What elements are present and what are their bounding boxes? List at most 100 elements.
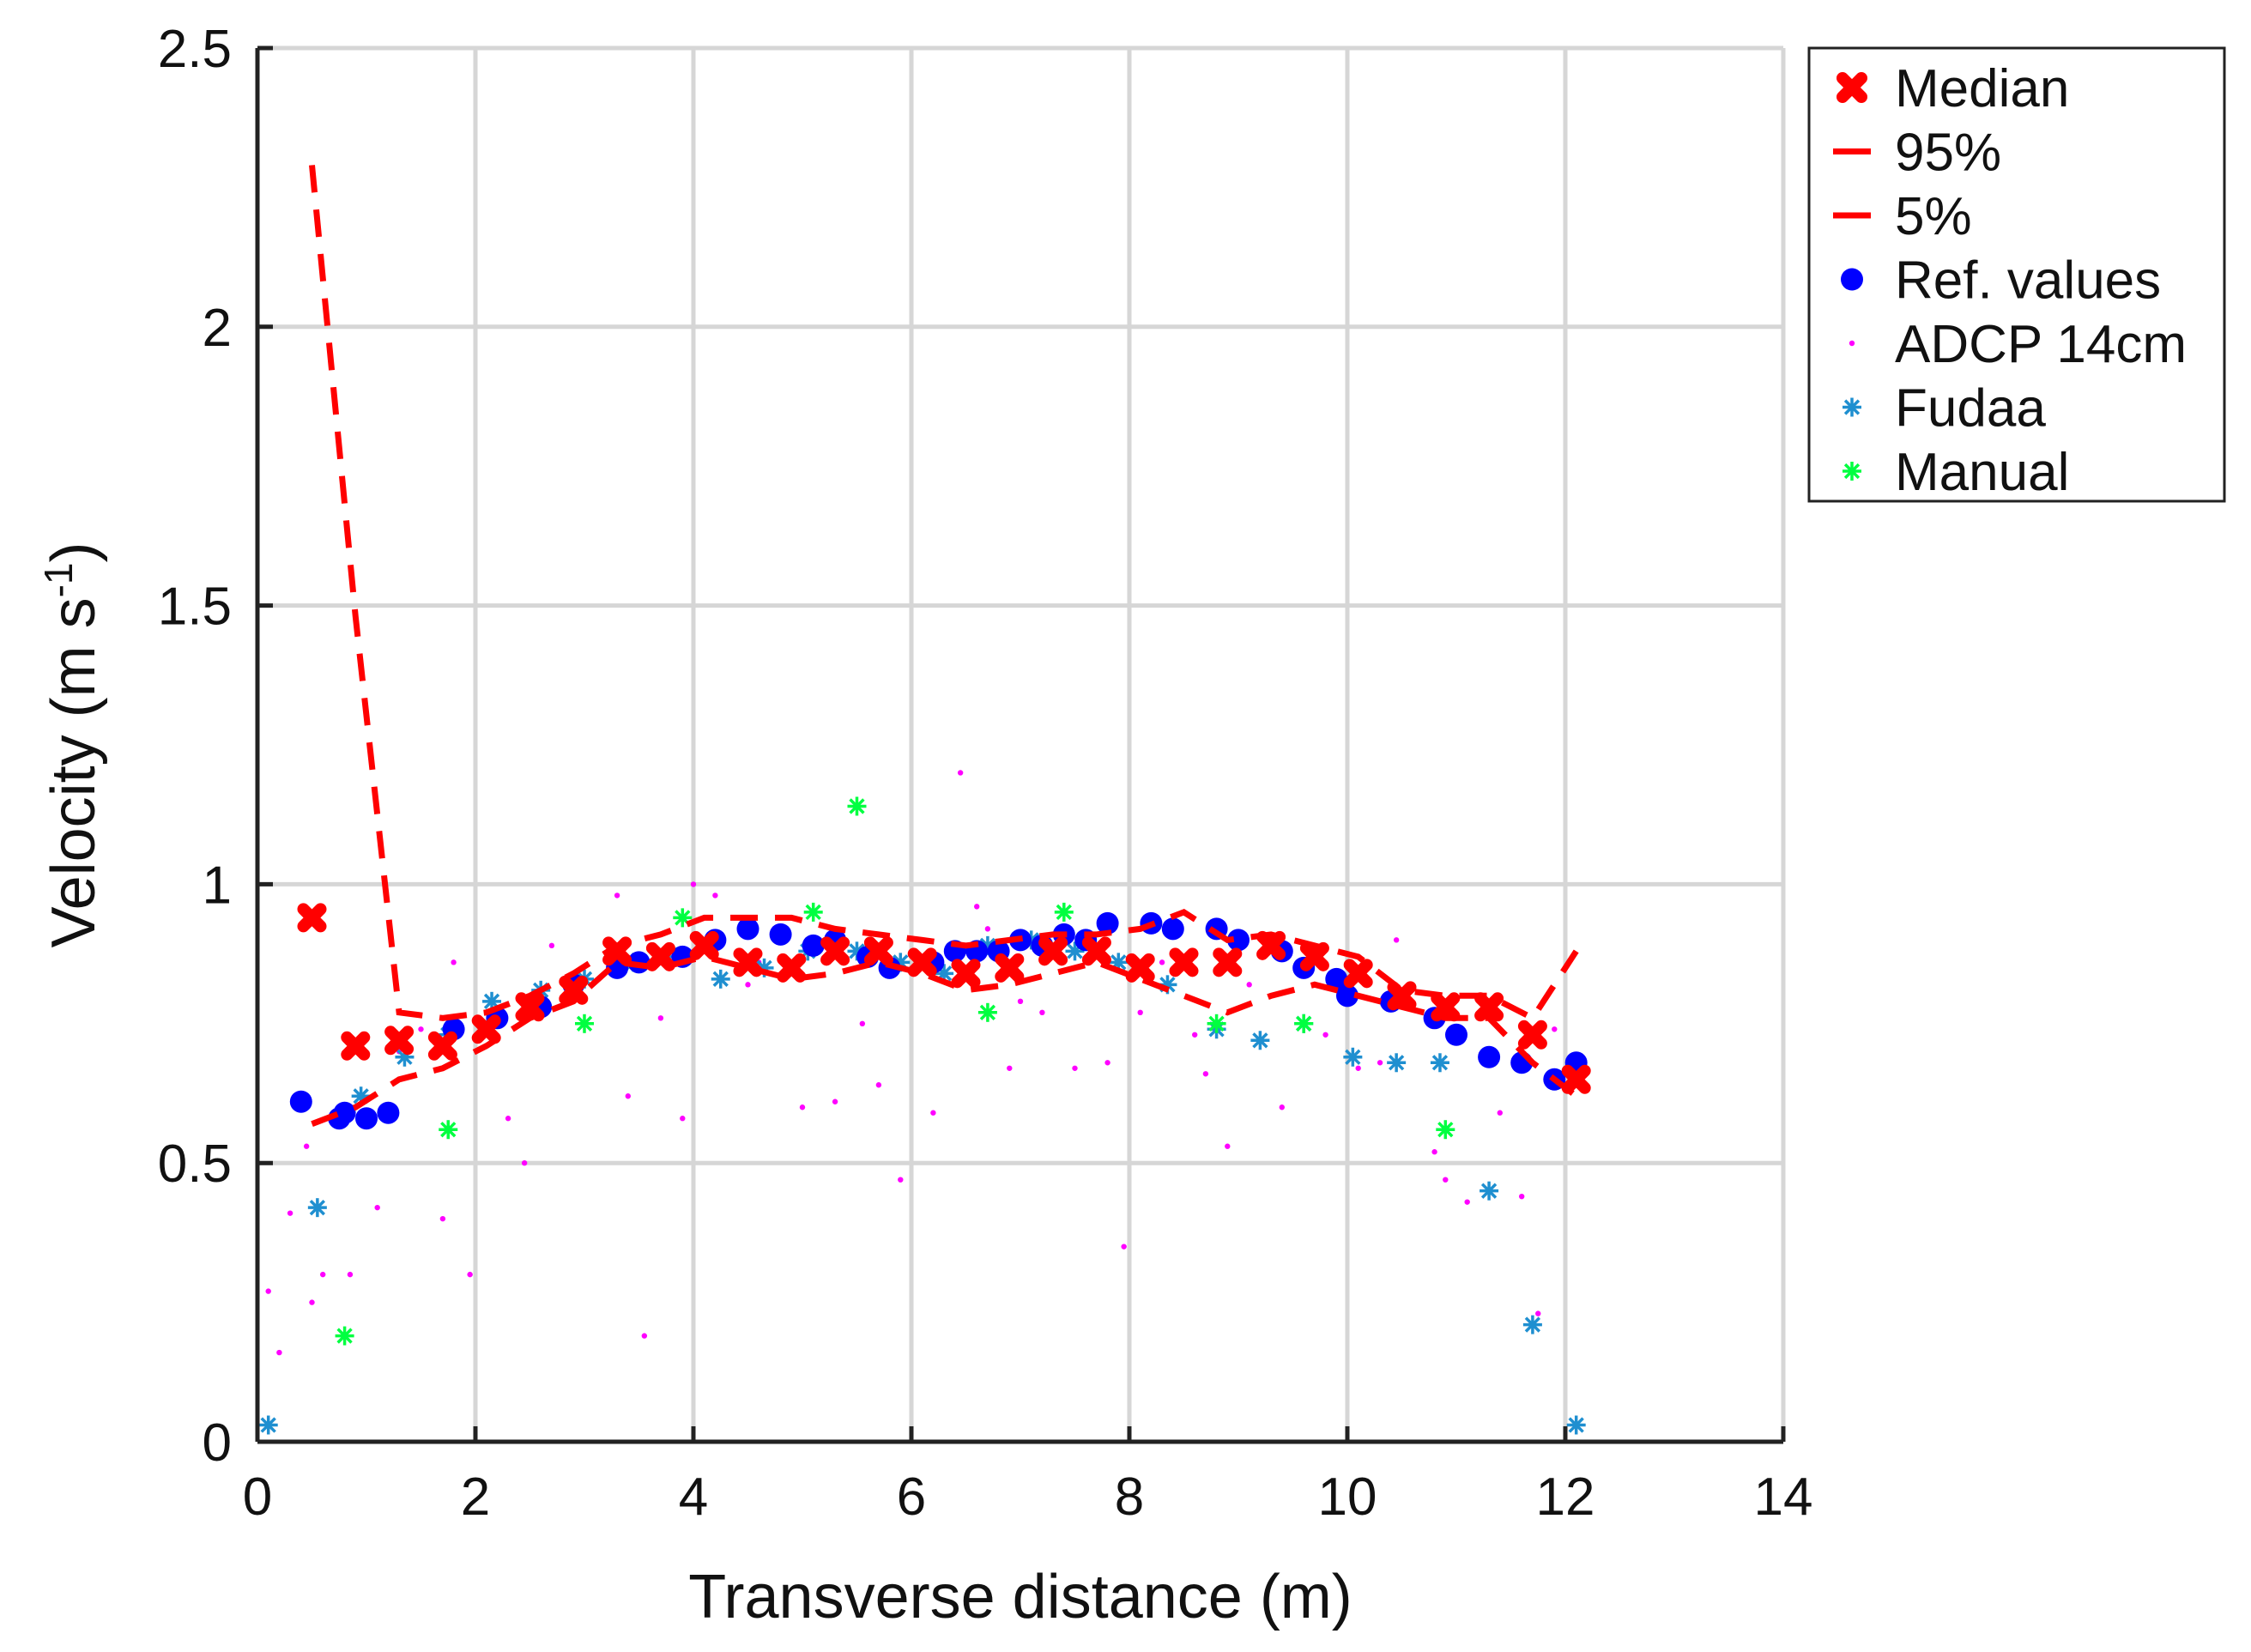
median-point [1561,1064,1591,1094]
legend-label-median: Median [1895,59,2069,118]
adcp-point [1322,1032,1328,1038]
ref-point [1478,1045,1501,1068]
median-point [1517,1020,1547,1050]
median-point [1343,959,1373,989]
adcp-point [1393,937,1400,943]
y-axis-label-superscript: -1 [36,562,81,597]
y-axis-label: Velocity (m s-1) [36,542,108,948]
manual-point [575,1014,594,1033]
median-point [1387,981,1417,1011]
legend-item-adcp: ADCP 14cm [1849,315,2187,374]
y-tick-label: 2 [203,299,232,358]
manual-point [803,902,823,922]
adcp-point [799,1104,806,1110]
x-tick-label: 8 [1115,1467,1144,1527]
manual-point [1436,1120,1455,1140]
fudaa-point [307,1198,327,1218]
manual-point [1054,902,1074,922]
series-p95 [309,165,1579,1022]
median-point [515,992,545,1022]
fudaa-point [1343,1047,1363,1067]
adcp-point [657,1015,664,1021]
legend-item-p95: 95% [1833,124,2001,183]
manual-point [673,908,693,928]
adcp-point [303,1143,310,1149]
series-manual [335,796,1455,1346]
legend-marker-adcp [1849,340,1855,347]
legend-item-fudaa: Fudaa [1843,379,2046,439]
adcp-point [439,1215,446,1222]
adcp-point [690,881,697,887]
adcp-point [467,1271,473,1278]
legend-marker-ref [1841,268,1863,291]
legend-item-manual: Manual [1843,443,2069,502]
x-axis-label: Transverse distance (m) [688,1563,1352,1631]
x-tick-label: 6 [897,1467,926,1527]
median-point [1125,953,1155,983]
legend-box [1807,46,2226,503]
legend-marker-fudaa [1843,397,1861,417]
adcp-point [548,942,555,949]
adcp-point [1497,1110,1504,1116]
adcp-point [974,904,980,910]
adcp-point [859,1020,866,1027]
adcp-point [957,770,964,776]
median-point [951,959,981,989]
adcp-point [1202,1071,1209,1077]
adcp-point [1007,1065,1013,1071]
legend-marker-manual [1843,462,1861,481]
median-point [1474,992,1504,1022]
adcp-point [320,1271,326,1278]
adcp-point [374,1204,380,1211]
adcp-point [1246,982,1252,988]
legend-label-p5: 5% [1895,187,1972,246]
median-point [863,936,893,966]
ref-point [736,917,759,941]
adcp-point [1535,1310,1541,1316]
ref-point [333,1101,356,1124]
manual-point [977,1002,997,1022]
fudaa-point [1479,1181,1499,1201]
x-tick-label: 2 [461,1467,490,1527]
series-adcp [265,770,1579,1356]
median-point [602,936,632,966]
adcp-point [625,1093,631,1099]
median-point [1169,947,1199,977]
median-point [559,975,589,1005]
x-tick-label: 4 [679,1467,708,1527]
y-tick-label: 0.5 [158,1135,232,1194]
median-point [645,941,675,971]
adcp-point [875,1082,882,1088]
y-tick-label: 1 [203,856,232,915]
adcp-point [614,893,620,899]
median-point [907,947,937,977]
x-tick-label: 14 [1754,1467,1813,1527]
adcp-point [1072,1065,1078,1071]
ref-point [377,1101,400,1124]
median-point [341,1031,371,1061]
adcp-point [276,1349,282,1356]
legend-item-p5: 5% [1833,187,1972,246]
median-point [427,1031,457,1061]
ref-point [1161,917,1184,941]
adcp-point [1519,1193,1525,1200]
adcp-point [712,893,718,899]
legend-label-ref: Ref. values [1895,251,2161,311]
adcp-point [745,982,751,988]
manual-point [847,796,867,816]
median-point [777,953,807,983]
adcp-point [265,1288,271,1294]
y-axis-label-main: Velocity (m s [39,597,108,947]
series-median [297,903,1591,1094]
legend-label-p95: 95% [1895,124,2001,183]
adcp-point [451,959,457,965]
median-point [1081,936,1111,966]
legend-label-fudaa: Fudaa [1895,379,2046,439]
median-point [733,947,763,977]
adcp-point [347,1271,354,1278]
manual-point [1294,1014,1314,1033]
adcp-point [1121,1244,1127,1250]
legend-marker-median [1837,72,1867,103]
adcp-point [1104,1060,1110,1066]
